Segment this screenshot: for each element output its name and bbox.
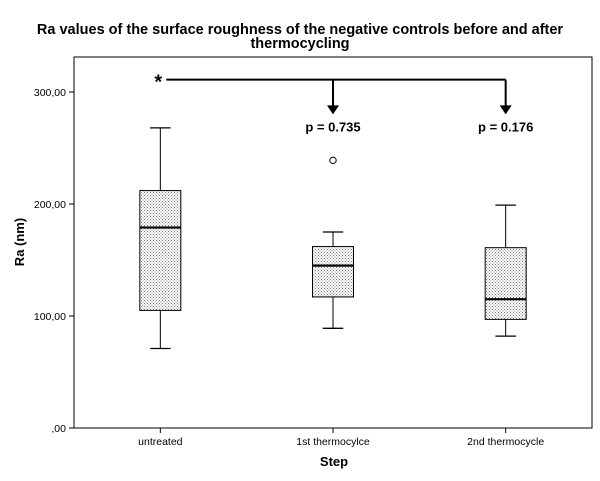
x-axis: untreated 1st thermocylce 2nd thermocycle bbox=[138, 428, 544, 448]
box-series bbox=[139, 127, 527, 350]
significance-annotation: * p = 0.735 p = 0.176 bbox=[154, 72, 533, 135]
box-2 bbox=[484, 204, 527, 337]
y-axis: ,00 100,00 200,00 300,00 bbox=[34, 87, 74, 435]
outlier-point bbox=[329, 156, 337, 165]
chart-title-line2: thermocycling bbox=[250, 36, 349, 52]
significance-arrow-head bbox=[327, 105, 339, 115]
x-tick-label: 1st thermocylce bbox=[296, 436, 370, 448]
y-tick-label: ,00 bbox=[51, 423, 66, 435]
significance-arrow-head bbox=[499, 105, 512, 115]
x-tick-label: 2nd thermocycle bbox=[467, 436, 544, 448]
p-value-label: p = 0.176 bbox=[478, 119, 533, 134]
box-iqr bbox=[139, 190, 182, 311]
box-iqr bbox=[484, 247, 527, 320]
box-1 bbox=[312, 156, 354, 329]
p-value-label: p = 0.735 bbox=[305, 119, 360, 134]
x-axis-title: Step bbox=[320, 454, 348, 469]
chart-title-line1: Ra values of the surface roughness of th… bbox=[37, 22, 564, 38]
box-0 bbox=[139, 127, 182, 350]
x-tick-label: untreated bbox=[138, 436, 183, 448]
y-tick-label: 300,00 bbox=[34, 87, 66, 99]
y-tick-label: 200,00 bbox=[34, 199, 66, 211]
significance-star: * bbox=[154, 72, 162, 94]
y-axis-title: Ra (nm) bbox=[12, 218, 27, 266]
y-tick-label: 100,00 bbox=[34, 311, 66, 323]
box-iqr bbox=[312, 246, 354, 298]
